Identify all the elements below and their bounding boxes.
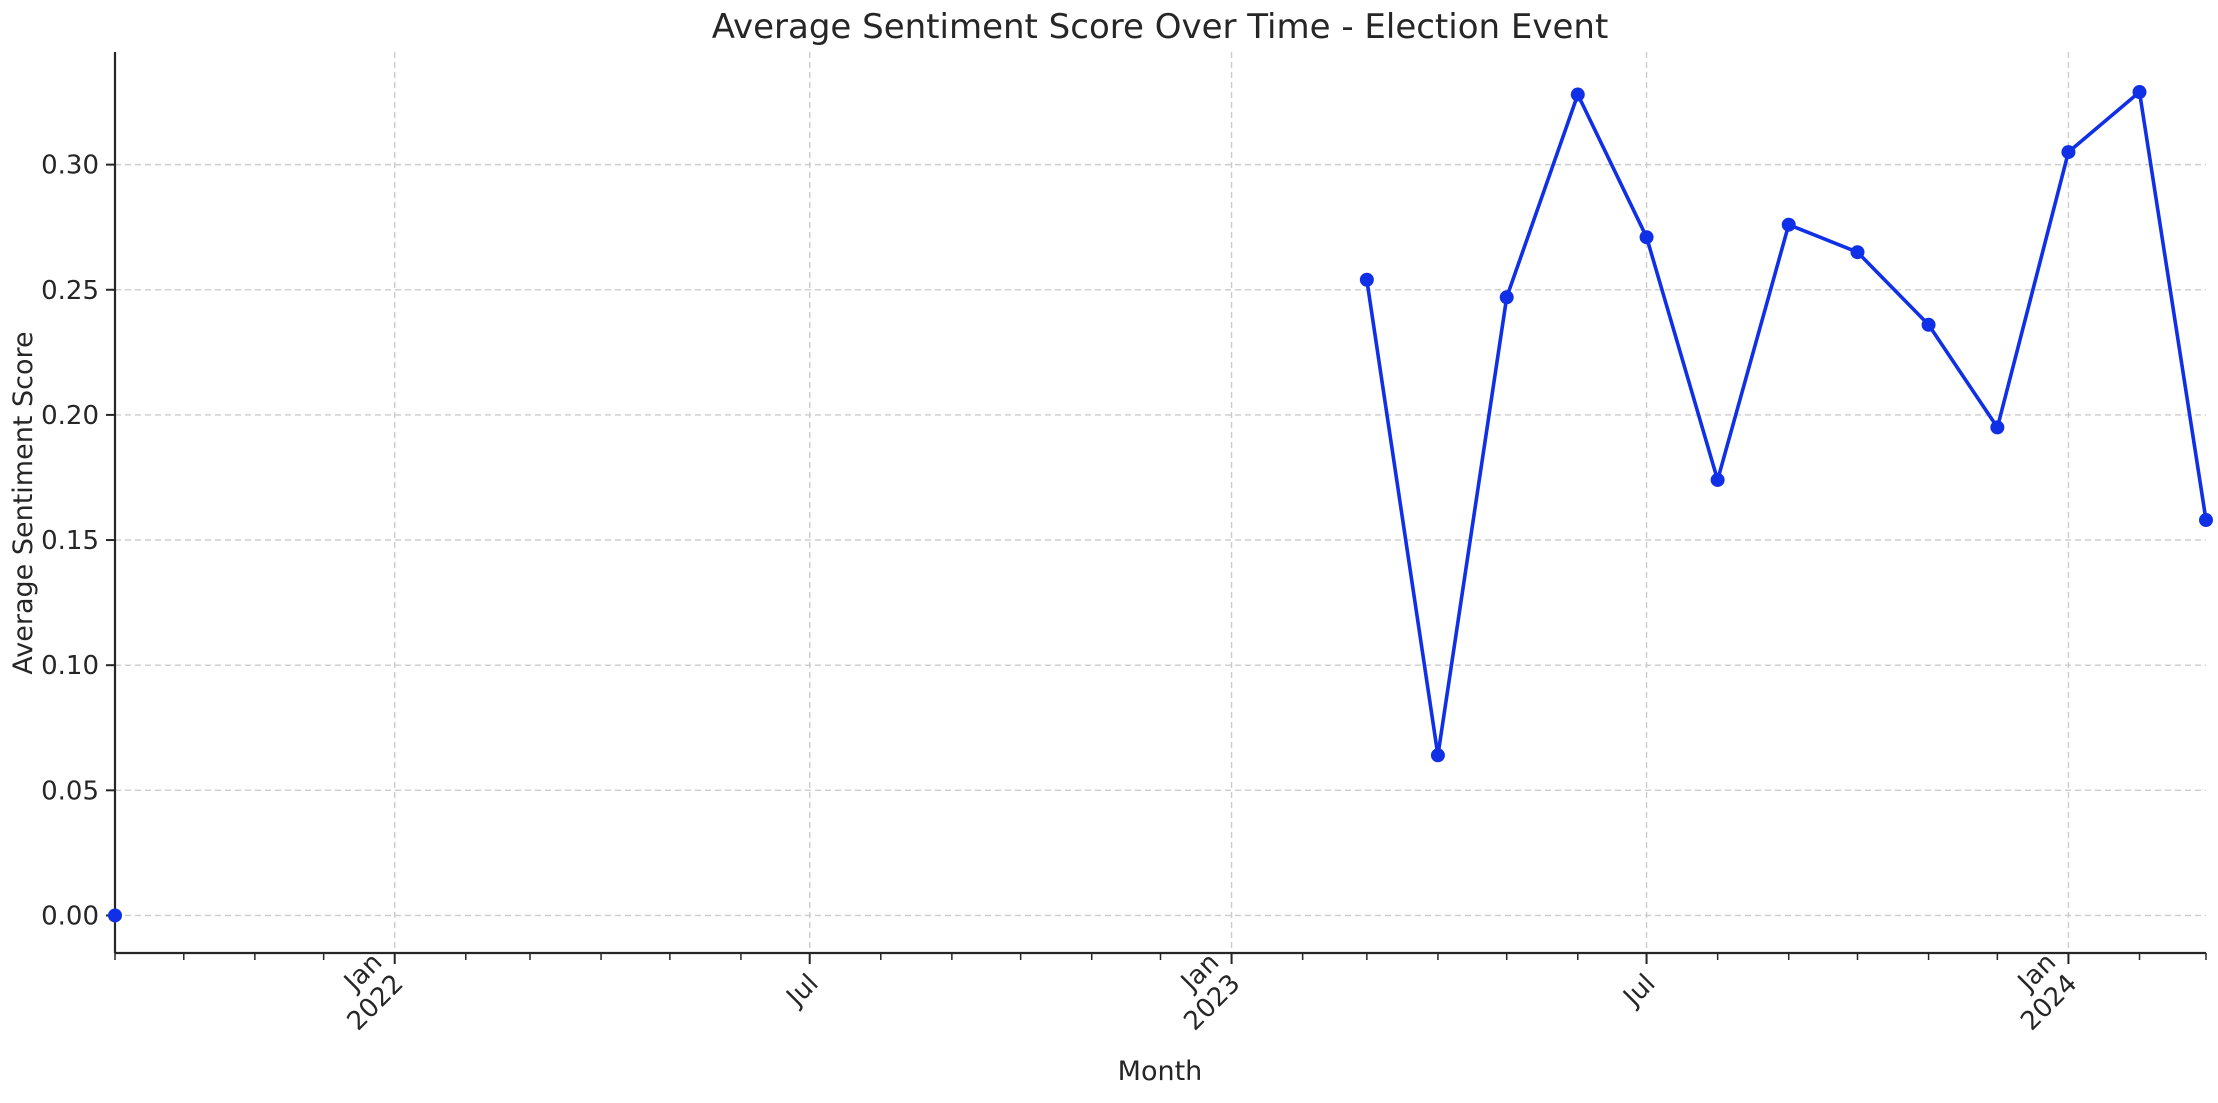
data-point	[1639, 230, 1654, 245]
data-point	[1781, 217, 1796, 232]
data-point	[1710, 472, 1725, 487]
grid	[115, 52, 2206, 953]
data-point	[108, 908, 122, 923]
x-tick-label-line: Jul	[780, 969, 825, 1014]
y-tick-label: 0.10	[41, 651, 99, 681]
data-point	[1850, 245, 1865, 260]
x-tick-label: Jul	[780, 969, 825, 1014]
data-series	[108, 85, 2213, 923]
x-tick-label-line: Jul	[1617, 969, 1662, 1014]
data-point	[1499, 290, 1514, 305]
y-tick-label: 0.20	[41, 401, 99, 431]
data-point	[2199, 513, 2213, 528]
data-point	[2132, 85, 2147, 100]
data-point	[1430, 748, 1445, 763]
x-axis-label: Month	[1118, 1056, 1203, 1087]
axes	[106, 52, 2207, 964]
y-tick-label: 0.00	[41, 901, 99, 931]
data-point	[1921, 317, 1936, 332]
y-tick-label: 0.15	[41, 526, 99, 556]
data-point	[1990, 420, 2005, 435]
data-point	[1570, 87, 1585, 102]
chart-title: Average Sentiment Score Over Time - Elec…	[712, 7, 1609, 47]
data-point	[1359, 272, 1374, 287]
series-line	[1365, 90, 2208, 758]
y-axis-label: Average Sentiment Score	[8, 331, 39, 674]
data-point	[2061, 145, 2076, 160]
y-tick-label: 0.05	[41, 776, 99, 806]
x-tick-label: Jul	[1617, 969, 1662, 1014]
y-tick-label: 0.30	[41, 151, 99, 181]
y-tick-label: 0.25	[41, 276, 99, 306]
